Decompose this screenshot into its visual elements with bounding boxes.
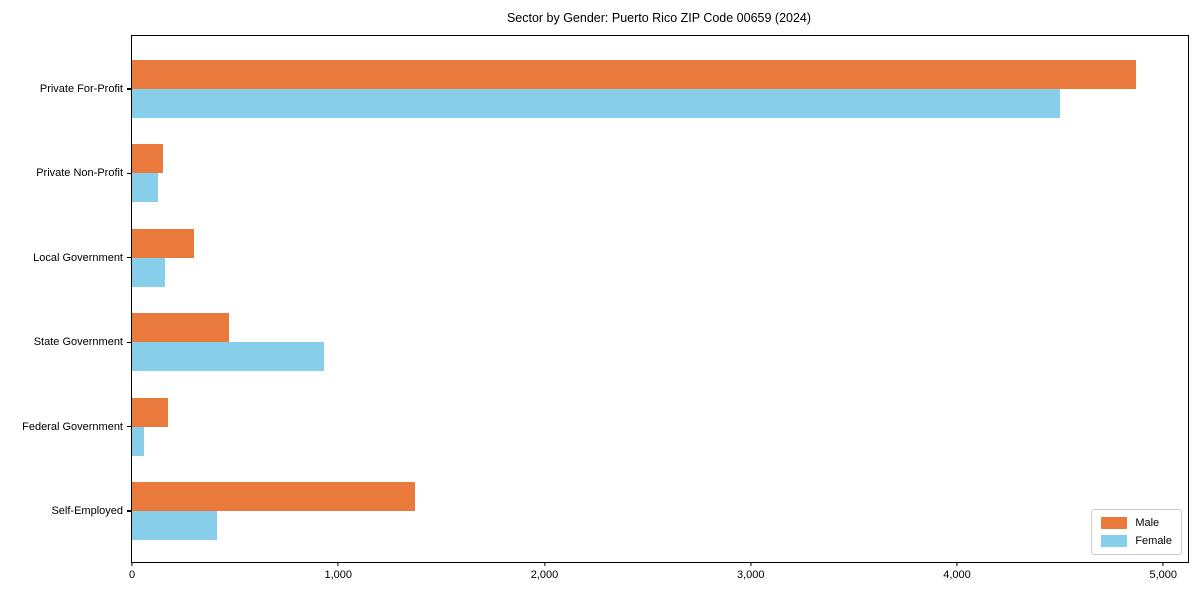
- x-tick-label-0: 0: [128, 569, 136, 581]
- x-tick-label-5: 5,000: [1149, 569, 1178, 581]
- female-series-swatch: [1101, 535, 1128, 547]
- legend: Male Female: [1091, 509, 1182, 555]
- chart-title: Sector by Gender: Puerto Rico ZIP Code 0…: [506, 11, 812, 25]
- y-tick-label-1: Private Non-Profit: [36, 167, 123, 180]
- bar-female-4: [132, 426, 145, 456]
- legend-label-female: Female: [1135, 535, 1172, 547]
- legend-label-male: Male: [1135, 517, 1160, 529]
- y-tick-mark-5: [127, 510, 132, 512]
- bar-female-1: [132, 173, 158, 203]
- x-tick-mark-5: [1162, 562, 1164, 566]
- bar-male-1: [132, 144, 163, 174]
- bar-female-5: [132, 511, 217, 540]
- y-tick-mark-4: [127, 426, 132, 428]
- y-tick-label-0: Private For-Profit: [39, 83, 123, 95]
- y-tick-label-5: Self-Employed: [51, 505, 123, 517]
- bar-female-3: [132, 342, 324, 372]
- bar-male-0: [132, 60, 1137, 89]
- legend-entry-female: Female: [1101, 535, 1172, 547]
- x-tick-mark-3: [750, 562, 752, 566]
- y-tick-label-4: Federal Government: [22, 420, 123, 433]
- x-tick-label-2: 2,000: [530, 569, 559, 581]
- x-tick-label-4: 4,000: [943, 569, 971, 581]
- x-tick-mark-1: [337, 562, 339, 566]
- y-tick-label-2: Local Government: [33, 251, 123, 264]
- bar-female-2: [132, 257, 165, 287]
- plot-area: Male Female Private For-Profit Private No…: [22, 35, 1189, 581]
- bar-male-5: [132, 482, 415, 511]
- bar-male-2: [132, 228, 194, 258]
- x-tick-label-1: 1,000: [324, 569, 353, 581]
- y-tick-label-3: State Government: [33, 336, 123, 349]
- bar-female-0: [132, 89, 1061, 118]
- x-tick-mark-4: [956, 562, 958, 566]
- y-tick-mark-3: [127, 341, 132, 343]
- x-tick-mark-2: [543, 562, 546, 566]
- y-tick-mark-0: [127, 88, 132, 90]
- legend-entry-male: Male: [1101, 517, 1172, 529]
- x-tick-mark-0: [131, 562, 133, 566]
- male-series-swatch: [1101, 517, 1128, 529]
- y-tick-mark-1: [127, 172, 132, 174]
- bar-male-4: [132, 397, 169, 427]
- x-tick-label-3: 3,000: [736, 569, 765, 581]
- y-tick-mark-2: [127, 257, 132, 259]
- bar-male-3: [132, 313, 229, 343]
